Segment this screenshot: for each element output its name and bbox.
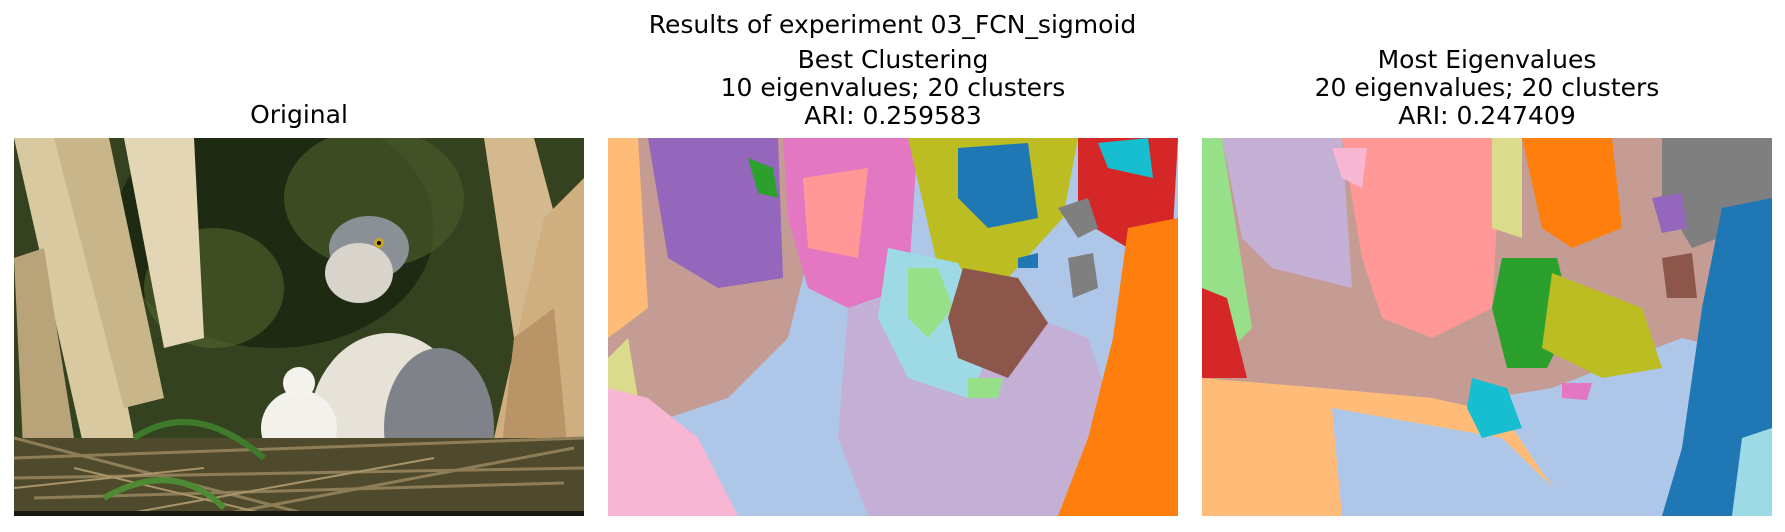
panel-subtitle-ari: ARI: 0.259583	[804, 101, 982, 130]
figure-suptitle: Results of experiment 03_FCN_sigmoid	[648, 10, 1137, 39]
most-eigenvalues-segmentation-map	[1202, 138, 1772, 516]
panel-subtitle-eigenvalues: 10 eigenvalues; 20 clusters	[720, 73, 1066, 102]
panel-best-clustering: Best Clustering 10 eigenvalues; 20 clust…	[608, 0, 1178, 532]
best-clustering-segmentation-map	[608, 138, 1178, 516]
panel-subtitle-ari: ARI: 0.247409	[1398, 101, 1576, 130]
panel-title: Most Eigenvalues	[1377, 45, 1597, 74]
panel-title: Original	[250, 100, 348, 129]
panel-most-eigenvalues: Most Eigenvalues 20 eigenvalues; 20 clus…	[1202, 0, 1772, 532]
panel-subtitle-eigenvalues: 20 eigenvalues; 20 clusters	[1314, 73, 1660, 102]
panel-title: Best Clustering	[797, 45, 989, 74]
original-photo	[14, 138, 584, 516]
panel-original: Original	[14, 0, 584, 532]
